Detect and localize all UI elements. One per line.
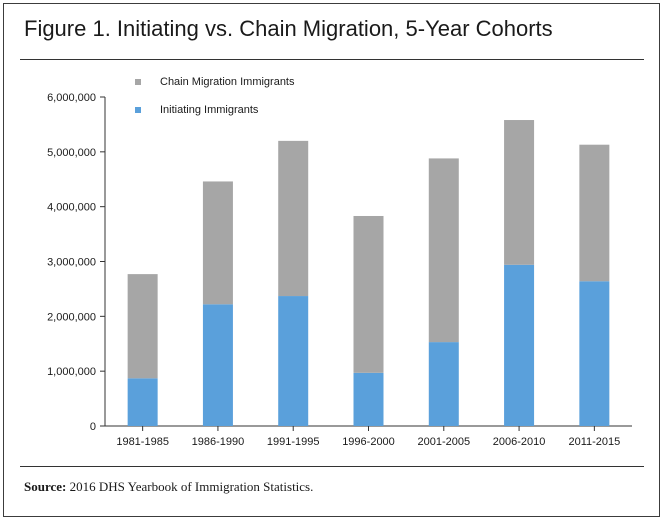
x-tick-label: 2001-2005 (417, 436, 470, 448)
bar-chain-migration (504, 120, 535, 265)
bar-initiating (353, 372, 384, 426)
y-tick-label: 6,000,000 (47, 92, 96, 104)
bar-initiating (579, 281, 610, 426)
y-tick-label: 3,000,000 (47, 257, 96, 269)
bar-chain-migration (579, 144, 610, 282)
bar-chain-migration (428, 158, 459, 343)
bar-initiating (504, 264, 535, 426)
y-tick-label: 5,000,000 (47, 147, 96, 159)
x-tick-label: 1986-1990 (192, 436, 245, 448)
title-divider (20, 59, 644, 60)
bar-chain-migration (353, 215, 384, 373)
legend-swatch (135, 107, 141, 113)
bar-initiating (278, 296, 309, 426)
bar-initiating (428, 342, 459, 426)
legend-swatch (135, 79, 141, 85)
bars (127, 120, 610, 426)
bar-chain-migration (202, 181, 233, 305)
x-tick-label: 2011-2015 (568, 436, 620, 448)
source-text: 2016 DHS Yearbook of Immigration Statist… (69, 479, 314, 494)
x-tick-label: 1991-1995 (267, 436, 320, 448)
x-tick-label: 1981-1985 (116, 436, 169, 448)
source-label: Source: (24, 479, 67, 494)
y-tick-label: 2,000,000 (47, 311, 96, 323)
legend-label: Initiating Immigrants (160, 104, 259, 116)
bar-chain-migration (278, 140, 309, 297)
x-tick-label: 2006-2010 (493, 436, 546, 448)
bar-initiating (127, 378, 158, 426)
y-tick-label: 4,000,000 (47, 202, 96, 214)
bar-chain-migration (127, 274, 158, 379)
figure-frame (3, 3, 660, 517)
source-note: Source: 2016 DHS Yearbook of Immigration… (24, 479, 313, 495)
x-tick-label: 1996-2000 (342, 436, 395, 448)
legend: Chain Migration Immigrants Initiating Imm… (135, 76, 295, 116)
legend-label: Chain Migration Immigrants (160, 76, 295, 88)
y-tick-label: 1,000,000 (47, 366, 96, 378)
bar-initiating (202, 304, 233, 426)
axes: 0 1,000,000 2,000,000 3,000,000 4,000,000 5,0… (47, 92, 632, 448)
chart-title: Figure 1. Initiating vs. Chain Migration… (24, 16, 553, 41)
y-tick-label: 0 (90, 421, 96, 433)
source-divider (20, 466, 644, 467)
